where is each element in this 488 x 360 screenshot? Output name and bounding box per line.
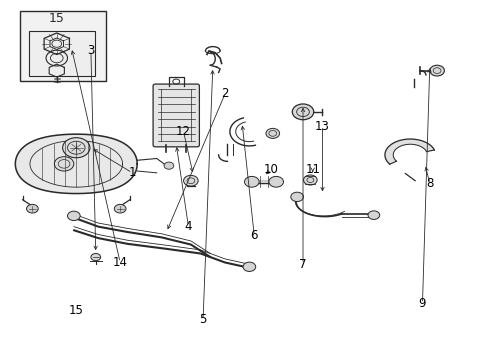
Circle shape	[91, 253, 101, 261]
Bar	[29, 31, 95, 76]
Circle shape	[303, 175, 317, 185]
Text: 12: 12	[176, 125, 191, 138]
Text: 11: 11	[305, 163, 320, 176]
Text: 8: 8	[425, 177, 432, 190]
Polygon shape	[15, 134, 137, 194]
Text: 3: 3	[87, 44, 94, 57]
Text: 10: 10	[264, 163, 278, 176]
Circle shape	[367, 211, 379, 220]
Circle shape	[244, 176, 259, 187]
Text: 9: 9	[418, 297, 426, 310]
Circle shape	[183, 175, 198, 186]
Text: 14: 14	[112, 256, 127, 269]
Circle shape	[62, 138, 90, 158]
Text: 2: 2	[221, 87, 228, 100]
Circle shape	[163, 162, 173, 169]
FancyBboxPatch shape	[153, 84, 199, 147]
Bar	[20, 12, 105, 81]
Circle shape	[114, 204, 126, 213]
Polygon shape	[384, 139, 433, 164]
Circle shape	[290, 192, 303, 202]
Circle shape	[243, 262, 255, 271]
Text: 7: 7	[299, 258, 306, 271]
Circle shape	[54, 157, 74, 171]
Circle shape	[292, 104, 313, 120]
Circle shape	[268, 176, 283, 187]
Text: 4: 4	[184, 220, 192, 233]
Text: 1: 1	[128, 166, 136, 179]
Bar	[305, 176, 315, 184]
Text: 15: 15	[49, 12, 64, 25]
Text: 6: 6	[250, 229, 258, 242]
Text: 5: 5	[199, 313, 206, 327]
Text: 13: 13	[314, 120, 329, 133]
Circle shape	[26, 204, 38, 213]
Circle shape	[265, 129, 279, 138]
Circle shape	[67, 211, 80, 221]
Circle shape	[429, 65, 444, 76]
Text: 15: 15	[69, 305, 83, 318]
